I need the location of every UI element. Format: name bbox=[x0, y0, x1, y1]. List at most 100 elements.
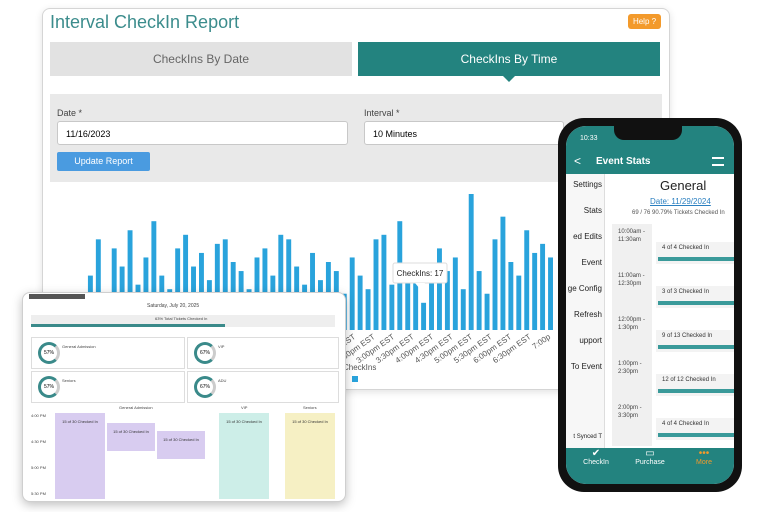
card-name: Seniors bbox=[62, 378, 76, 383]
date-label: Date * bbox=[57, 108, 83, 118]
schedule-block[interactable]: 15 of 30 Checked In bbox=[157, 431, 205, 459]
card-name: General Admission bbox=[62, 344, 96, 349]
menu-item[interactable]: Settings bbox=[573, 180, 602, 189]
bar bbox=[310, 252, 315, 330]
bar bbox=[500, 216, 506, 330]
event-name: General bbox=[660, 178, 707, 193]
menu-item[interactable]: Refresh bbox=[573, 310, 602, 319]
slot-start: 2:00pm - bbox=[618, 405, 642, 411]
bar bbox=[95, 239, 101, 330]
bar bbox=[381, 234, 387, 330]
card: 57% General Admission bbox=[31, 337, 185, 369]
tab[interactable]: CheckIns By Date bbox=[50, 42, 352, 76]
bar bbox=[460, 289, 466, 330]
bar bbox=[508, 262, 514, 330]
nav-item[interactable]: ▭ Purchase bbox=[622, 448, 678, 466]
slot-card[interactable]: 12 of 12 Checked In bbox=[656, 374, 734, 396]
bar bbox=[183, 234, 189, 330]
bar bbox=[286, 239, 292, 330]
bar bbox=[484, 293, 490, 330]
slot-card[interactable]: 9 of 13 Checked In bbox=[656, 330, 734, 352]
bar bbox=[429, 280, 434, 330]
report-title: Interval CheckIn Report bbox=[50, 12, 240, 32]
slot-end: 12:30pm bbox=[618, 281, 642, 287]
update-button[interactable]: Update Report bbox=[57, 152, 150, 171]
bar bbox=[540, 243, 546, 330]
slot-card[interactable]: 4 of 4 Checked In bbox=[656, 242, 734, 264]
slot-start: 12:00pm - bbox=[618, 317, 646, 323]
event-date[interactable]: Date: 11/29/2024 bbox=[650, 197, 711, 206]
slot-end: 3:30pm bbox=[618, 413, 639, 419]
bar bbox=[444, 271, 450, 330]
bar bbox=[421, 302, 427, 330]
interval-label: Interval * bbox=[364, 108, 400, 118]
settings-icon[interactable] bbox=[712, 157, 724, 166]
tooltip-text: CheckIns: 17 bbox=[397, 269, 444, 278]
tab-active[interactable]: CheckIns By Time bbox=[358, 42, 660, 76]
total-text: 63% Total Tickets Checked In bbox=[155, 316, 208, 321]
bar bbox=[516, 275, 522, 330]
help-button[interactable]: Help ? bbox=[628, 14, 661, 29]
bar bbox=[524, 230, 530, 330]
ring: 57% bbox=[38, 342, 60, 364]
slot-bar bbox=[658, 301, 734, 305]
phone-screen: 10:33 < Event Stats Settings Stats ed Ed… bbox=[566, 126, 734, 484]
column-head: Seniors bbox=[303, 405, 317, 410]
block-text: 15 of 30 Checked In bbox=[62, 419, 98, 424]
bar bbox=[214, 243, 220, 330]
slot-card[interactable]: 3 of 3 Checked In bbox=[656, 286, 734, 308]
schedule-block[interactable]: 15 of 30 Checked In bbox=[219, 413, 269, 499]
bar bbox=[437, 248, 442, 330]
bar bbox=[175, 248, 181, 330]
slot-card[interactable]: 4 of 4 Checked In bbox=[656, 418, 734, 440]
bar bbox=[222, 239, 228, 330]
menu-item[interactable]: Event bbox=[581, 258, 602, 267]
slot-bar bbox=[658, 433, 734, 437]
block-text: 15 of 30 Checked In bbox=[163, 437, 199, 442]
header-title: Event Stats bbox=[596, 156, 651, 167]
slot-end: 2:30pm bbox=[618, 369, 639, 375]
bar bbox=[389, 284, 395, 330]
interval-select[interactable]: 10 Minutes bbox=[364, 121, 564, 145]
legend-swatch bbox=[352, 376, 358, 382]
bar bbox=[476, 271, 482, 330]
ring: 67% bbox=[194, 342, 216, 364]
tooltip-pointer bbox=[415, 283, 425, 289]
card: 57% Seniors bbox=[31, 371, 185, 403]
slot-status: 3 of 3 Checked In bbox=[662, 289, 710, 295]
schedule-block[interactable]: 15 of 30 Checked In bbox=[285, 413, 335, 499]
date-input[interactable]: 11/16/2023 bbox=[57, 121, 348, 145]
block-text: 15 of 30 Checked In bbox=[226, 419, 262, 424]
bar bbox=[199, 252, 204, 330]
nav-item[interactable]: ••• More bbox=[676, 448, 732, 466]
tablet-date: Saturday, July 20, 2025 bbox=[147, 303, 200, 309]
menu-item[interactable]: t Synced T bbox=[573, 434, 602, 440]
slot-start: 10:00am - bbox=[618, 229, 646, 235]
schedule-block[interactable]: 15 of 30 Checked In bbox=[107, 423, 155, 451]
slot-start: 1:00pm - bbox=[618, 361, 642, 367]
status-time: 10:33 bbox=[580, 135, 598, 142]
menu-item[interactable]: To Event bbox=[570, 362, 602, 371]
schedule-block[interactable]: 15 of 30 Checked In bbox=[55, 413, 105, 499]
slot-status: 4 of 4 Checked In bbox=[662, 421, 710, 427]
time: 4:00 PM bbox=[31, 413, 46, 418]
side-menu bbox=[566, 174, 605, 448]
menu-item[interactable]: Stats bbox=[583, 206, 602, 215]
back-icon[interactable]: < bbox=[574, 154, 582, 168]
bar bbox=[365, 289, 371, 330]
bar bbox=[262, 248, 268, 330]
bar bbox=[357, 275, 363, 330]
card-name: ADU bbox=[218, 378, 227, 383]
bar bbox=[532, 252, 538, 330]
nav-label: More bbox=[696, 459, 712, 466]
bar bbox=[405, 266, 411, 330]
nav-item[interactable]: ✔ CheckIn bbox=[568, 448, 624, 466]
menu-item[interactable]: ed Edits bbox=[573, 232, 602, 241]
card-name: VIP bbox=[218, 344, 225, 349]
menu-item[interactable]: ge Config bbox=[567, 284, 602, 293]
block-text: 15 of 30 Checked In bbox=[292, 419, 328, 424]
menu-item[interactable]: upport bbox=[579, 336, 602, 345]
slot-bar bbox=[658, 389, 734, 393]
time: 5:00 PM bbox=[31, 465, 46, 470]
